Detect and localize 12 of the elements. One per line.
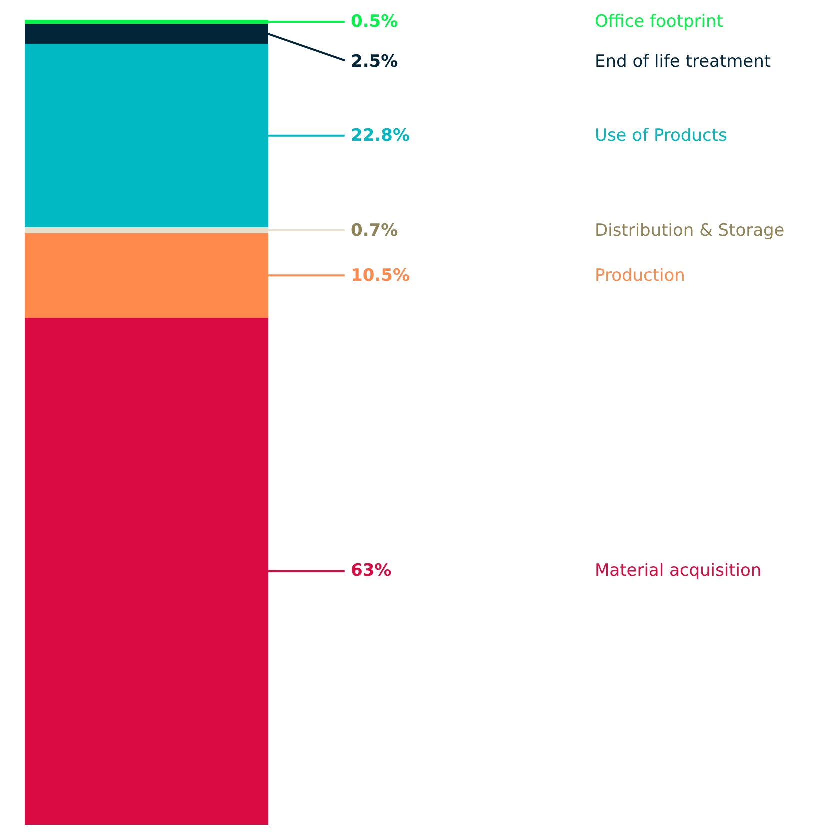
data-label: 0.7% [351,221,398,241]
text: Office footprint [595,12,724,32]
data-label: 0.5% [351,12,398,32]
text: Production [595,266,686,286]
data-label: 10.5% [351,266,410,286]
data-label: 22.8% [351,126,410,146]
text: Use of Products [595,126,728,146]
text: Distribution & Storage [595,221,785,241]
data-label: 63% [351,561,392,581]
text: End of life treatment [595,52,772,72]
data-label: 2.5% [351,52,398,72]
text: Material acquisition [595,561,762,581]
